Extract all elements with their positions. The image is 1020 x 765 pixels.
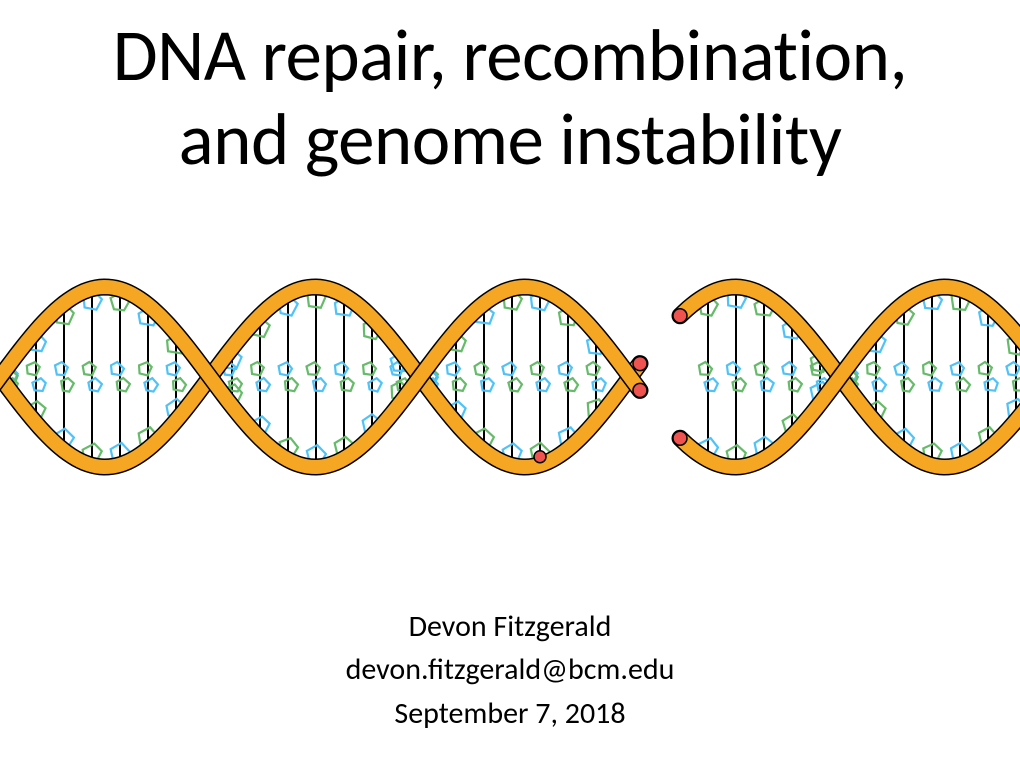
title-line-1: DNA repair, recombination, [0, 14, 1020, 98]
slide-title: DNA repair, recombination, and genome in… [0, 0, 1020, 182]
title-line-2: and genome instability [0, 98, 1020, 182]
presentation-date: September 7, 2018 [0, 692, 1020, 736]
author-email: devon.fitzgerald@bcm.edu [0, 648, 1020, 692]
author-name: Devon Fitzgerald [0, 605, 1020, 649]
dna-illustration [0, 222, 1020, 532]
slide-footer: Devon Fitzgerald devon.fitzgerald@bcm.ed… [0, 605, 1020, 736]
